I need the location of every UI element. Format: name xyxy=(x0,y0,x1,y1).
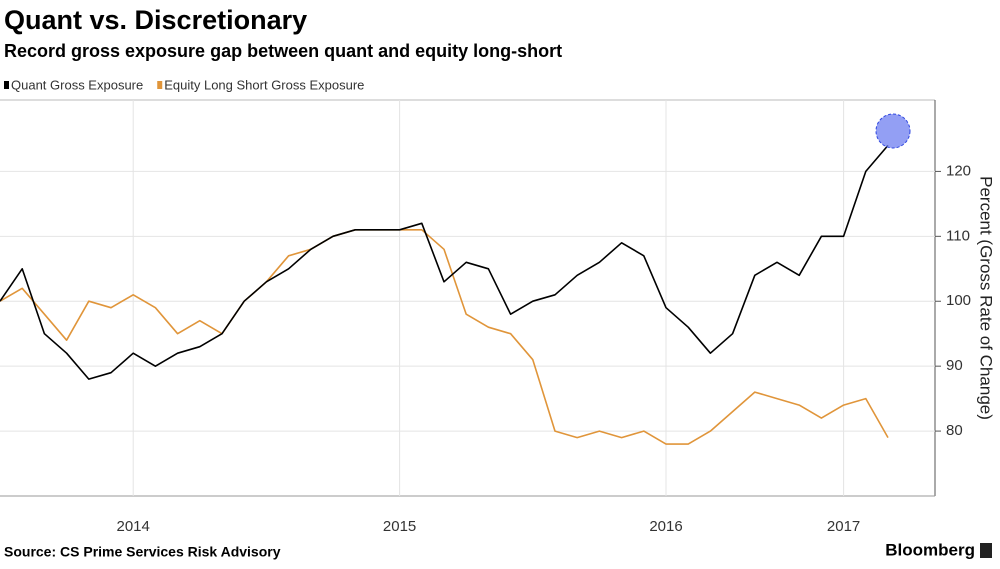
series-line xyxy=(0,144,889,380)
series-line xyxy=(0,229,889,445)
y-tick-label: 100 xyxy=(946,292,971,309)
legend-swatch xyxy=(4,81,9,89)
y-tick-label: 90 xyxy=(946,357,963,374)
y-axis-label: Percent (Gross Rate of Change) xyxy=(977,176,996,420)
x-tick-label: 2016 xyxy=(649,518,682,535)
y-tick-label: 80 xyxy=(946,422,963,439)
x-tick-label: 2014 xyxy=(117,518,150,535)
brand-icon xyxy=(980,543,992,558)
legend-label: Quant Gross Exposure xyxy=(11,77,143,92)
highlight-circle xyxy=(875,113,911,149)
y-tick-label: 120 xyxy=(946,162,971,179)
x-tick-label: 2017 xyxy=(827,518,860,535)
brand: Bloomberg xyxy=(885,540,975,559)
source: Source: CS Prime Services Risk Advisory xyxy=(4,544,281,560)
chart-subtitle: Record gross exposure gap between quant … xyxy=(4,41,562,61)
chart-title: Quant vs. Discretionary xyxy=(4,5,307,35)
legend-label: Equity Long Short Gross Exposure xyxy=(164,77,364,92)
x-tick-label: 2015 xyxy=(383,518,416,535)
legend-swatch xyxy=(157,81,163,89)
y-tick-label: 110 xyxy=(946,227,970,244)
